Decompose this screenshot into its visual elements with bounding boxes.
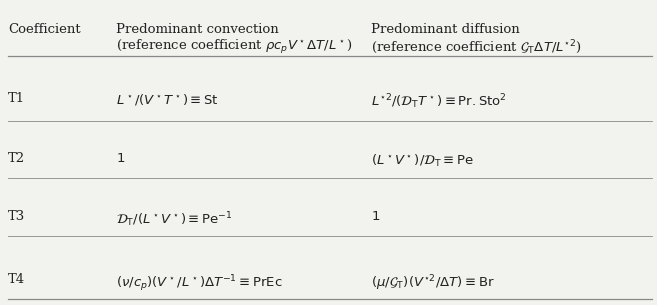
Text: $(\nu/c_p)(V^\star/L^\star)\Delta T^{-1} \equiv \mathrm{PrEc}$: $(\nu/c_p)(V^\star/L^\star)\Delta T^{-1}…: [116, 273, 283, 294]
Text: T1: T1: [8, 92, 25, 105]
Text: $(\mu/\mathcal{G}_{\mathrm{T}})(V^{\star 2}/\Delta T) \equiv \mathrm{Br}$: $(\mu/\mathcal{G}_{\mathrm{T}})(V^{\star…: [371, 273, 495, 293]
Text: $1$: $1$: [371, 210, 380, 223]
Text: T4: T4: [8, 273, 25, 286]
Text: $\mathcal{D}_{\mathrm{T}}/(L^\star V^\star) \equiv \mathrm{Pe}^{-1}$: $\mathcal{D}_{\mathrm{T}}/(L^\star V^\st…: [116, 210, 233, 229]
Text: T3: T3: [8, 210, 25, 223]
Text: $1$: $1$: [116, 152, 125, 166]
Text: $L^{\star 2}/(\mathcal{D}_{\mathrm{T}} T^\star) \equiv \mathrm{Pr.Sto}^2$: $L^{\star 2}/(\mathcal{D}_{\mathrm{T}} T…: [371, 92, 507, 111]
Text: $L^\star/(V^\star T^\star) \equiv \mathrm{St}$: $L^\star/(V^\star T^\star) \equiv \mathr…: [116, 92, 219, 107]
Text: Predominant convection
(reference coefficient $\rho c_p V^\star \Delta T/L^\star: Predominant convection (reference coeffi…: [116, 23, 352, 56]
Text: T2: T2: [8, 152, 25, 166]
Text: Predominant diffusion
(reference coefficient $\mathcal{G}_{\mathrm{T}} \Delta T/: Predominant diffusion (reference coeffic…: [371, 23, 582, 56]
Text: Coefficient: Coefficient: [8, 23, 81, 36]
Text: $(L^\star V^\star)/\mathcal{D}_{\mathrm{T}} \equiv \mathrm{Pe}$: $(L^\star V^\star)/\mathcal{D}_{\mathrm{…: [371, 152, 474, 169]
